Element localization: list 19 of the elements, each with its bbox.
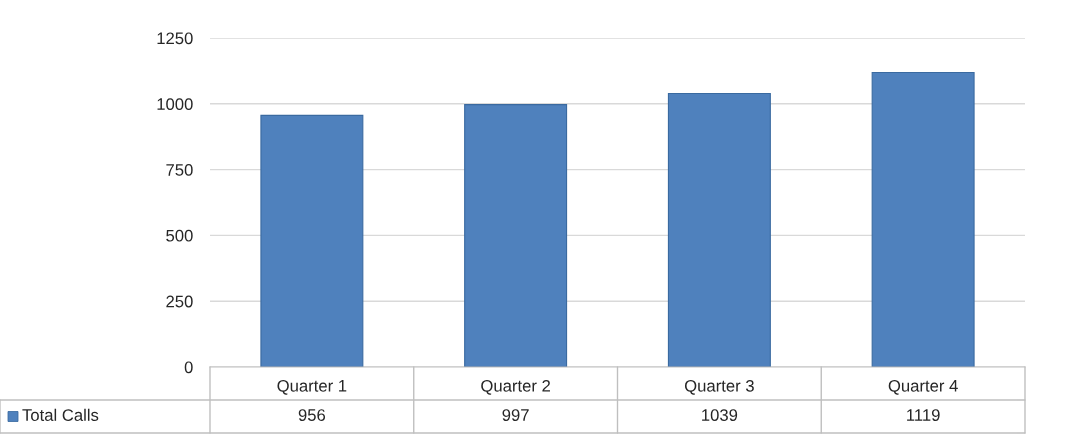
legend-label: Total Calls <box>22 408 99 421</box>
data-label: 1119 <box>907 409 940 421</box>
data-label: 997 <box>502 409 529 421</box>
y-tick-label: 250 <box>166 295 193 308</box>
y-tick-label: 500 <box>166 229 193 242</box>
y-tick-label: 1250 <box>157 32 193 45</box>
data-label: 956 <box>298 409 326 421</box>
data-label: 1039 <box>702 409 738 421</box>
bar <box>667 92 771 367</box>
bar <box>260 114 364 367</box>
x-tick-label: Quarter 3 <box>684 379 754 395</box>
bar <box>871 71 975 367</box>
x-tick-label: Quarter 4 <box>888 379 958 395</box>
x-tick-label: Quarter 2 <box>481 379 550 395</box>
y-tick-label: 1000 <box>157 98 193 110</box>
y-tick-label: 750 <box>166 164 193 176</box>
bar <box>464 104 568 367</box>
y-tick-label: 0 <box>184 361 193 374</box>
x-tick-label: Quarter 1 <box>277 379 347 395</box>
